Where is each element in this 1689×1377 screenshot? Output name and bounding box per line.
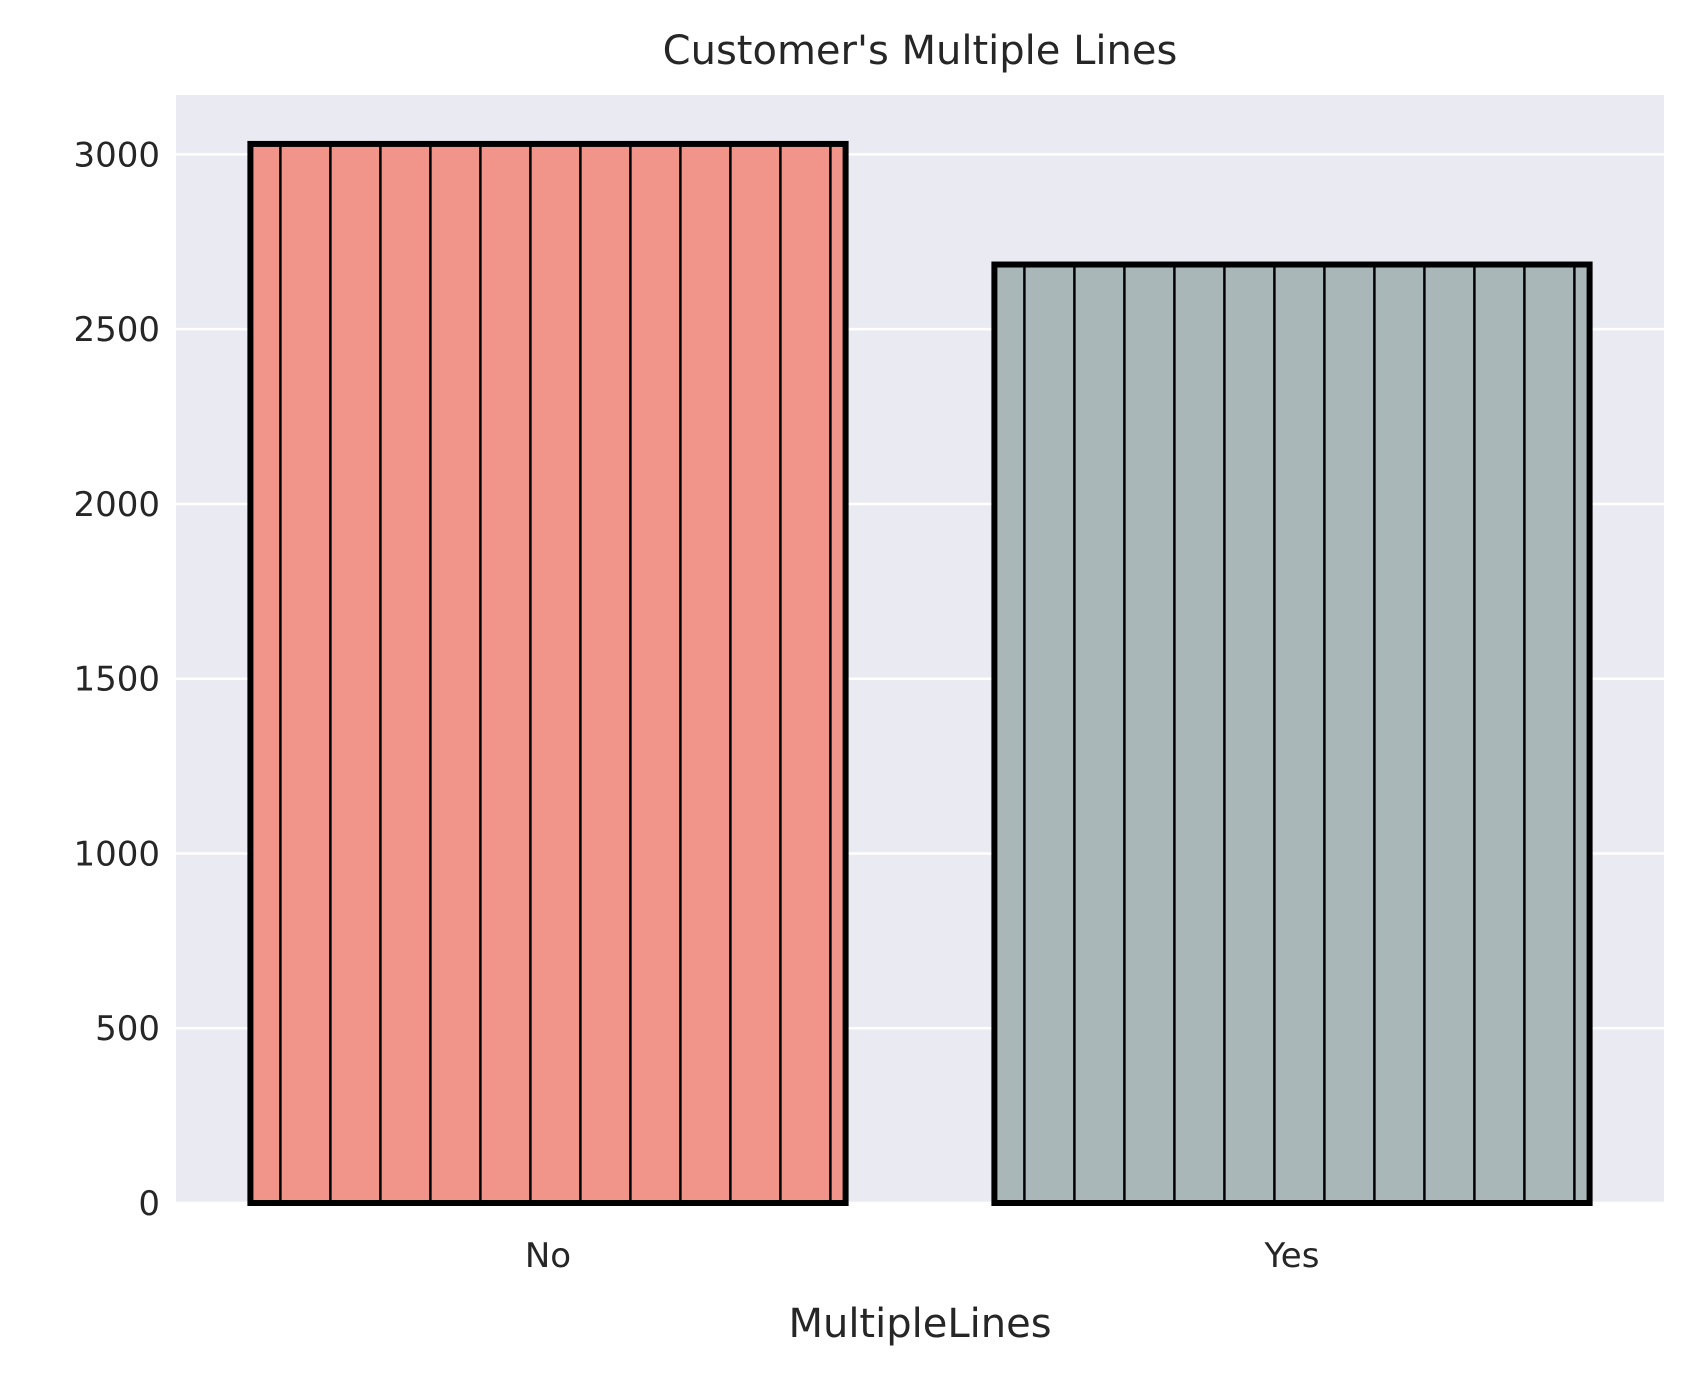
bar-fill: [994, 264, 1590, 1203]
bar-outline: [991, 261, 1593, 1206]
x-tick-label: Yes: [1264, 1236, 1320, 1276]
bars: [247, 140, 1593, 1207]
y-tick-label: 1500: [73, 660, 160, 700]
x-tick-label: No: [525, 1236, 571, 1276]
bar-outline: [247, 140, 849, 1207]
x-axis-ticks: No Yes: [525, 1236, 1320, 1276]
y-tick-label: 3000: [73, 135, 160, 175]
bar-yes: [991, 261, 1593, 1206]
y-axis-ticks: 0 500 1000 1500 2000 2500 3000: [73, 135, 160, 1224]
bar-fill: [250, 143, 846, 1204]
y-tick-label: 2000: [73, 485, 160, 525]
y-tick-label: 0: [138, 1184, 160, 1224]
x-axis-label: MultipleLines: [788, 1301, 1051, 1347]
y-tick-label: 1000: [73, 834, 160, 874]
chart-title: Customer's Multiple Lines: [663, 28, 1178, 74]
bar-no: [247, 140, 849, 1207]
y-tick-label: 500: [95, 1009, 160, 1049]
y-tick-label: 2500: [73, 310, 160, 350]
